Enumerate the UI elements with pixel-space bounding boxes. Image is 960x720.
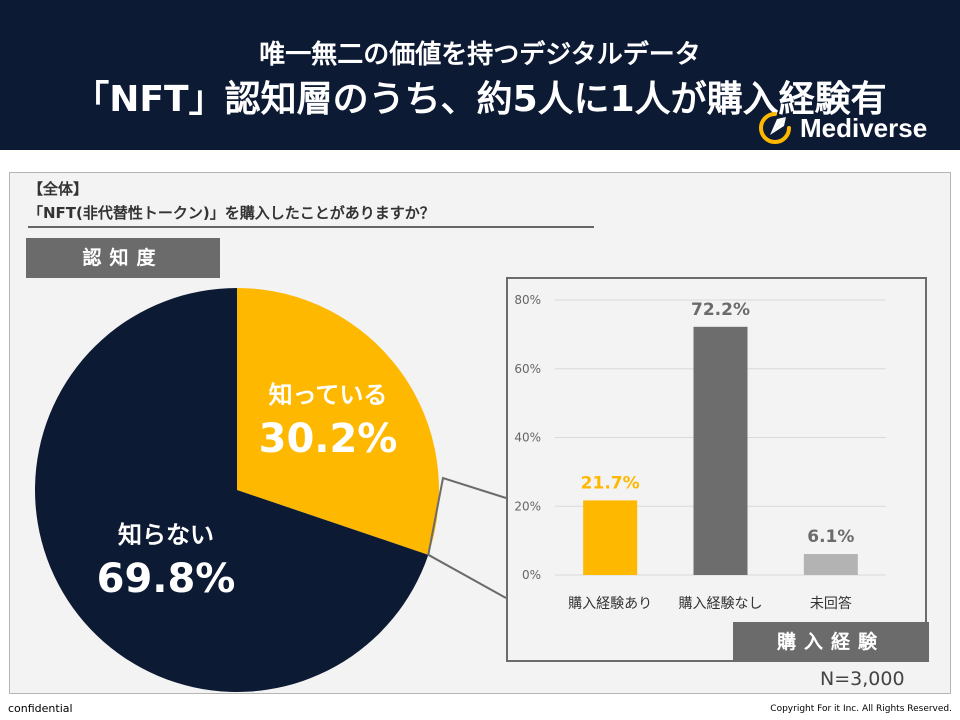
callout-line <box>427 476 507 599</box>
y-tick-label: 0% <box>522 568 541 582</box>
bar-1 <box>583 500 638 575</box>
awareness-label: 認知度 <box>26 238 220 278</box>
x-category-label: 未回答 <box>810 595 852 612</box>
x-category-label: 購入経験あり <box>568 596 652 612</box>
x-category-label: 購入経験なし <box>679 596 763 612</box>
y-tick-label: 40% <box>514 431 541 445</box>
bar-value-label: 21.7% <box>581 473 640 493</box>
y-tick-label: 60% <box>514 362 541 376</box>
pie-label-aware-name: 知っている <box>269 381 388 409</box>
bar-value-label: 6.1% <box>807 527 854 547</box>
pie-label-unaware-name: 知らない <box>118 521 214 549</box>
rocket-icon <box>759 112 791 144</box>
y-tick-label: 80% <box>514 293 541 307</box>
brand-name: Mediverse <box>800 112 928 143</box>
subtitle: 唯一無二の価値を持つデジタルデータ <box>259 40 701 70</box>
pie-label-unaware-value: 69.8% <box>97 556 236 602</box>
brand-logo: Mediverse <box>758 110 927 146</box>
bar-value-label: 72.2% <box>691 300 750 320</box>
bar-2 <box>693 326 748 575</box>
y-tick-label: 20% <box>514 499 541 513</box>
question-tag: 【全体】 <box>28 180 89 198</box>
pie-slice-aware <box>237 288 439 555</box>
question-text: 「NFT(非代替性トークン)」を購入したことがありますか？ <box>28 202 594 228</box>
header-banner: 唯一無二の価値を持つデジタルデータ 「NFT」認知層のうち、約5人に1人が購入経… <box>0 0 960 150</box>
copyright-text: Copyright For it Inc. All Rights Reserve… <box>770 704 952 714</box>
sample-size: N=3,000 <box>820 668 905 690</box>
pie-label-aware-value: 30.2% <box>259 416 398 462</box>
pie-slice-unaware <box>35 288 429 692</box>
page-title: 「NFT」認知層のうち、約5人に1人が購入経験有 <box>73 79 887 120</box>
purchase-label: 購入経験 <box>733 622 929 662</box>
bar-3 <box>803 554 858 575</box>
confidential-label: confidential <box>8 702 73 715</box>
